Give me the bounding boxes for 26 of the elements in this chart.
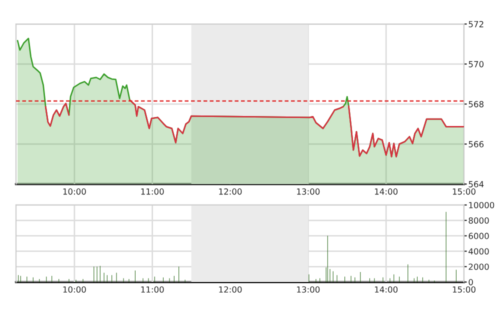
x-tick-label: 11:00 <box>141 286 164 293</box>
y-tick-label: 2000 <box>468 264 489 270</box>
y-tick-label: 568 <box>468 101 484 108</box>
line-series <box>129 99 344 144</box>
x-tick-label: 13:00 <box>297 188 320 195</box>
x-tick-label: 15:00 <box>452 188 476 195</box>
x-tick-label: 14:00 <box>374 188 398 195</box>
x-tick-label: 12:00 <box>219 188 242 195</box>
y-tick-label: 0 <box>468 279 473 286</box>
x-tick-label: 10:00 <box>63 286 86 293</box>
x-tick-label: 13:00 <box>297 286 320 293</box>
y-tick-label: 566 <box>468 141 484 148</box>
x-tick-label: 14:00 <box>374 286 398 293</box>
y-tick-label: 10000 <box>469 202 494 208</box>
x-tick-label: 10:00 <box>63 188 86 195</box>
line-series <box>44 102 70 127</box>
y-tick-label: 6000 <box>468 232 489 240</box>
x-tick-label: 15:00 <box>452 286 476 293</box>
x-tick-label: 11:00 <box>141 188 164 195</box>
y-tick-label: 572 <box>468 21 484 28</box>
line-series <box>348 105 464 158</box>
y-tick-label: 4000 <box>468 248 489 255</box>
y-tick-label: 8000 <box>468 217 489 224</box>
x-tick-label: 12:00 <box>219 286 242 293</box>
y-tick-label: 570 <box>468 61 484 68</box>
y-tick-label: 564 <box>468 181 484 188</box>
